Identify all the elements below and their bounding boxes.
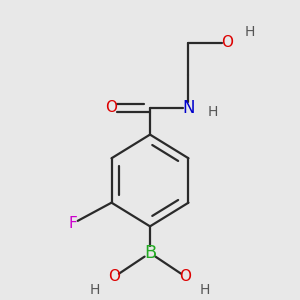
Text: H: H (90, 283, 101, 297)
Text: O: O (106, 100, 118, 116)
Text: O: O (109, 269, 121, 284)
Text: O: O (179, 269, 191, 284)
Text: H: H (245, 26, 255, 40)
Text: O: O (221, 35, 233, 50)
Text: N: N (182, 99, 195, 117)
Text: B: B (144, 244, 156, 262)
Text: H: H (208, 105, 218, 119)
Text: F: F (69, 216, 77, 231)
Text: H: H (200, 283, 210, 297)
